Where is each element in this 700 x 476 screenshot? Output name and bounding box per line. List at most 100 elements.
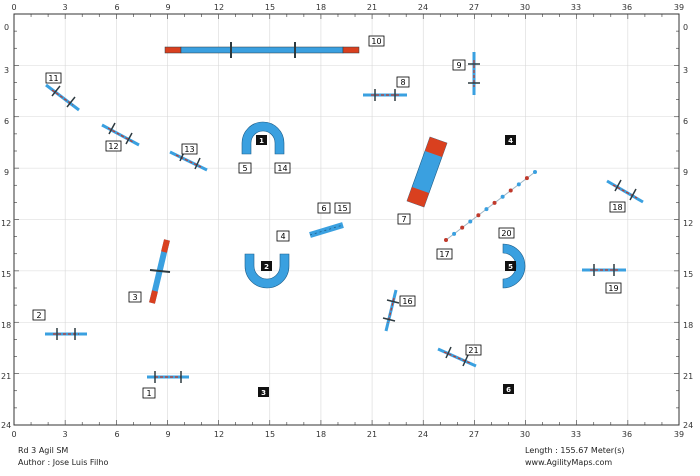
x-tick-24-b: 24 bbox=[418, 430, 428, 439]
y-tick-6-r: 6 bbox=[683, 117, 688, 126]
x-tick-39: 39 bbox=[674, 3, 684, 12]
website-link[interactable]: www.AgilityMaps.com bbox=[525, 458, 613, 467]
number-label-16-text: 16 bbox=[402, 297, 412, 306]
x-tick-21: 21 bbox=[367, 3, 377, 12]
y-tick-0-r: 0 bbox=[683, 23, 688, 32]
y-tick-21-r: 21 bbox=[683, 372, 693, 381]
x-tick-36-b: 36 bbox=[622, 430, 632, 439]
jump-11-obstacle[interactable] bbox=[45, 83, 80, 112]
jump-1-obstacle[interactable] bbox=[147, 371, 189, 383]
number-label-11: 11 bbox=[45, 72, 62, 84]
marker-2-text: 2 bbox=[264, 263, 269, 271]
number-label-6-text: 6 bbox=[321, 204, 326, 213]
number-label-20-text: 20 bbox=[501, 229, 511, 238]
number-label-18-text: 18 bbox=[612, 203, 622, 212]
number-label-6: 6 bbox=[317, 202, 331, 214]
x-tick-12-b: 12 bbox=[214, 430, 224, 439]
judge-markers: 1 2 3 4 5 6 bbox=[256, 135, 516, 397]
number-label-16: 16 bbox=[399, 295, 416, 307]
number-label-18: 18 bbox=[609, 201, 626, 213]
x-tick-9: 9 bbox=[165, 3, 170, 12]
x-tick-24: 24 bbox=[418, 3, 428, 12]
number-label-15-text: 15 bbox=[337, 204, 347, 213]
y-tick-24-r: 24 bbox=[683, 421, 693, 430]
x-tick-18-b: 18 bbox=[316, 430, 326, 439]
x-tick-9-b: 9 bbox=[165, 430, 170, 439]
y-tick-18-r: 18 bbox=[683, 321, 693, 330]
number-label-1-text: 1 bbox=[146, 389, 151, 398]
weave-pole bbox=[444, 238, 448, 242]
weave-pole bbox=[476, 213, 481, 218]
number-label-19: 19 bbox=[605, 282, 622, 294]
number-label-4: 4 bbox=[276, 230, 290, 242]
number-label-10-text: 10 bbox=[371, 37, 381, 46]
marker-6: 6 bbox=[503, 384, 514, 394]
jump-8-obstacle[interactable] bbox=[363, 89, 407, 101]
jump-2-obstacle[interactable] bbox=[45, 328, 87, 340]
number-label-13: 13 bbox=[181, 143, 198, 155]
seesaw-obstacle[interactable] bbox=[406, 136, 448, 208]
marker-6-text: 6 bbox=[506, 386, 511, 394]
y-tick-9: 9 bbox=[4, 168, 9, 177]
y-axis-right: 0 3 6 9 12 15 18 21 24 bbox=[683, 23, 693, 430]
number-label-9-text: 9 bbox=[456, 61, 461, 70]
marker-3: 3 bbox=[258, 387, 269, 397]
weave-poles-obstacle[interactable] bbox=[444, 170, 537, 242]
number-label-21: 21 bbox=[465, 344, 482, 356]
marker-3-text: 3 bbox=[261, 389, 266, 397]
jump-19-obstacle[interactable] bbox=[582, 264, 626, 276]
number-label-14-text: 14 bbox=[277, 164, 287, 173]
x-tick-6-b: 6 bbox=[114, 430, 119, 439]
number-label-14: 14 bbox=[274, 162, 291, 174]
number-label-12-text: 12 bbox=[108, 142, 118, 151]
weave-pole bbox=[533, 170, 537, 174]
y-tick-18: 18 bbox=[1, 321, 11, 330]
tunnel-5-obstacle[interactable] bbox=[502, 243, 526, 289]
x-tick-12: 12 bbox=[214, 3, 224, 12]
tunnel-2-obstacle[interactable] bbox=[244, 253, 290, 289]
number-label-10: 10 bbox=[368, 35, 385, 47]
number-label-19-text: 19 bbox=[608, 284, 618, 293]
x-tick-27-b: 27 bbox=[469, 430, 479, 439]
number-label-12: 12 bbox=[105, 140, 122, 152]
x-tick-27: 27 bbox=[469, 3, 479, 12]
tire-obstacle[interactable] bbox=[309, 222, 344, 238]
x-tick-18: 18 bbox=[316, 3, 326, 12]
number-labels: 1 2 3 4 5 6 7 8 bbox=[32, 35, 626, 399]
tunnel-1-obstacle[interactable] bbox=[241, 121, 285, 155]
weave-pole bbox=[468, 219, 473, 224]
weave-pole bbox=[508, 188, 513, 193]
x-tick-30-b: 30 bbox=[520, 430, 530, 439]
x-tick-15-b: 15 bbox=[265, 430, 275, 439]
x-tick-3-b: 3 bbox=[62, 430, 67, 439]
y-tick-24: 24 bbox=[1, 421, 11, 430]
number-label-7: 7 bbox=[397, 213, 411, 225]
number-label-17-text: 17 bbox=[439, 250, 449, 259]
jump-9-obstacle[interactable] bbox=[468, 52, 480, 95]
marker-1-text: 1 bbox=[259, 137, 264, 145]
number-label-17: 17 bbox=[436, 248, 453, 260]
marker-4-text: 4 bbox=[508, 137, 513, 145]
number-label-8-text: 8 bbox=[400, 78, 405, 87]
number-label-9: 9 bbox=[452, 59, 466, 71]
weave-pole bbox=[492, 200, 497, 205]
marker-4: 4 bbox=[505, 135, 516, 145]
dogwalk-obstacle[interactable] bbox=[164, 42, 360, 58]
weave-pole bbox=[460, 225, 465, 230]
jump-21-obstacle[interactable] bbox=[437, 346, 477, 368]
x-axis-bottom: 0 3 6 9 12 15 18 21 24 27 30 33 36 39 bbox=[11, 430, 684, 439]
weave-pole bbox=[524, 176, 529, 181]
aframe-obstacle[interactable] bbox=[149, 239, 171, 304]
jump-16-obstacle[interactable] bbox=[382, 289, 400, 332]
number-label-3: 3 bbox=[128, 291, 142, 303]
x-axis-top: 0 3 6 9 12 15 18 21 24 27 30 33 36 39 bbox=[11, 3, 684, 12]
jump-18-obstacle[interactable] bbox=[606, 179, 644, 204]
number-label-11-text: 11 bbox=[48, 74, 58, 83]
number-label-3-text: 3 bbox=[132, 293, 137, 302]
y-tick-0: 0 bbox=[4, 23, 9, 32]
weave-pole bbox=[500, 194, 505, 199]
y-tick-12-r: 12 bbox=[683, 219, 693, 228]
jump-12-obstacle[interactable] bbox=[101, 122, 140, 147]
x-tick-0-b: 0 bbox=[11, 430, 16, 439]
x-tick-39-b: 39 bbox=[674, 430, 684, 439]
